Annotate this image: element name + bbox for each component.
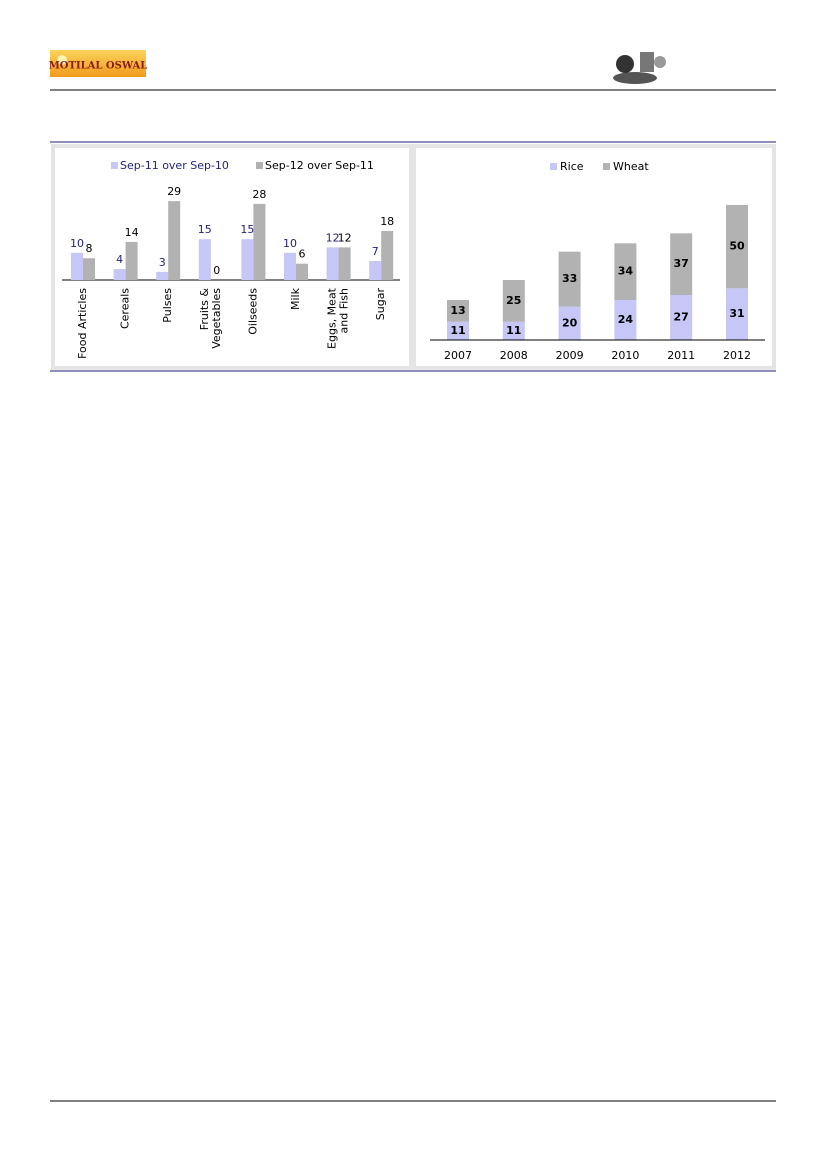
bar <box>296 263 308 280</box>
data-label: 11 <box>450 324 465 337</box>
bar <box>71 252 83 280</box>
data-label: 6 <box>299 248 306 261</box>
bar <box>241 239 254 280</box>
bar-segment <box>502 279 525 322</box>
bar <box>381 231 394 280</box>
bar-segment <box>447 299 469 322</box>
x-tick-label: Eggs, Meatand Fish <box>326 287 351 349</box>
data-label: 15 <box>198 223 212 236</box>
x-tick-label: 2009 <box>556 349 584 362</box>
data-label: 27 <box>674 310 689 323</box>
logo-text: MOTILAL OSWAL <box>49 61 148 72</box>
legend-swatch <box>111 162 118 169</box>
bar <box>125 241 138 280</box>
legend-swatch <box>550 163 557 170</box>
bar-segment <box>558 251 581 307</box>
bar <box>338 247 351 280</box>
legend-label: Rice <box>560 160 584 173</box>
data-label: 31 <box>729 307 744 320</box>
legend-label: Sep-11 over Sep-10 <box>120 159 229 172</box>
data-label: 18 <box>380 215 394 228</box>
data-label: 29 <box>167 185 181 198</box>
data-label: 24 <box>618 313 634 326</box>
bar <box>168 201 181 280</box>
logo: MOTILAL OSWAL <box>49 50 148 77</box>
bar-segment <box>447 321 469 340</box>
data-label: 4 <box>116 253 123 266</box>
bar <box>113 269 126 280</box>
bar-segment <box>558 306 581 340</box>
data-label: 10 <box>283 237 297 250</box>
data-label: 8 <box>86 242 93 255</box>
x-tick-label: Cereals <box>119 288 132 329</box>
data-label: 12 <box>326 231 340 244</box>
x-tick-label: 2010 <box>611 349 639 362</box>
legend-swatch <box>256 162 263 169</box>
chart-panel <box>412 144 776 370</box>
data-label: 7 <box>372 245 379 258</box>
bar-segment <box>614 243 637 300</box>
bar-segment <box>670 294 693 340</box>
bar <box>156 271 169 280</box>
data-label: 10 <box>70 237 84 250</box>
x-tick-label: Sugar <box>374 288 387 321</box>
header-icon <box>613 52 666 84</box>
legend-label: Wheat <box>613 160 649 173</box>
x-tick-label: Food Articles <box>76 288 89 359</box>
bar <box>253 203 266 280</box>
data-label: 20 <box>562 316 578 329</box>
x-tick-label: Fruits &Vegetables <box>198 288 223 349</box>
bar-segment <box>670 233 693 295</box>
data-label: 11 <box>506 324 521 337</box>
x-tick-label: 2012 <box>723 349 751 362</box>
data-label: 14 <box>125 226 139 239</box>
data-label: 50 <box>729 240 745 253</box>
bar <box>369 260 382 280</box>
data-label: 25 <box>506 294 521 307</box>
data-label: 37 <box>674 257 689 270</box>
legend-swatch <box>603 163 610 170</box>
bar-segment <box>726 204 748 289</box>
x-tick-label: Pulses <box>161 288 174 323</box>
bar <box>326 247 339 280</box>
x-tick-label: 2011 <box>667 349 695 362</box>
bar <box>83 258 95 280</box>
bar <box>198 239 211 280</box>
bar-segment <box>502 321 525 340</box>
bar-segment <box>614 299 637 340</box>
x-tick-label: 2008 <box>500 349 528 362</box>
bar-segment <box>726 288 748 340</box>
data-label: 28 <box>252 188 266 201</box>
data-label: 15 <box>240 223 254 236</box>
data-label: 34 <box>618 265 634 278</box>
bar <box>284 252 296 280</box>
data-label: 33 <box>562 272 577 285</box>
data-label: 13 <box>450 304 465 317</box>
data-label: 12 <box>338 231 352 244</box>
x-tick-label: Milk <box>289 287 302 310</box>
chart-panel <box>51 144 413 370</box>
legend-label: Sep-12 over Sep-11 <box>265 159 374 172</box>
x-tick-label: 2007 <box>444 349 472 362</box>
data-label: 0 <box>213 264 220 277</box>
data-label: 3 <box>159 256 166 269</box>
x-tick-label: Oilseeds <box>246 288 259 335</box>
